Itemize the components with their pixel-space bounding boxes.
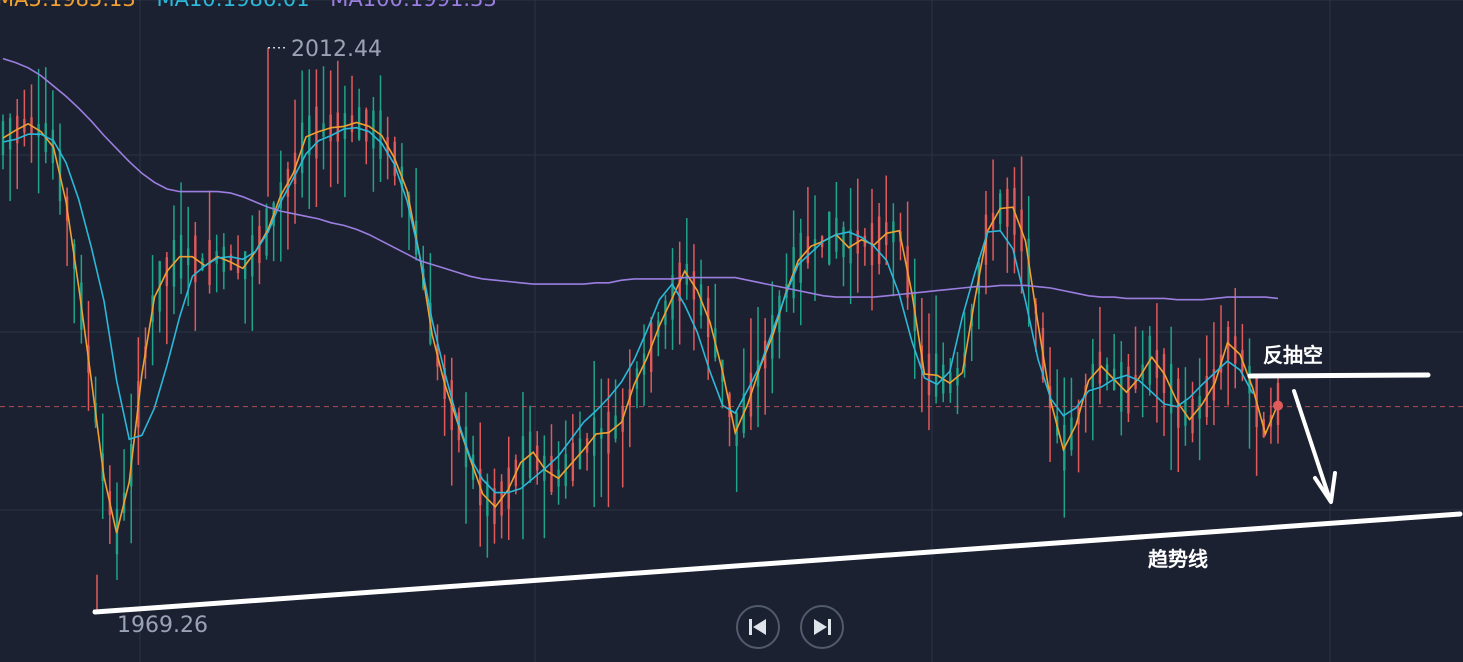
skip-next-icon (814, 619, 831, 635)
previous-button[interactable] (736, 605, 780, 649)
high-price-label: 2012.44 (291, 37, 382, 62)
current-price-dot (1273, 400, 1283, 411)
pullback-short-line (1247, 372, 1431, 379)
ma100-line (2, 57, 1279, 301)
ma5-legend: MA5:1985.13 (0, 0, 136, 11)
trendline-annotation: 趋势线 (1148, 547, 1208, 571)
ma-legend: MA5:1985.13 MA10:1986.01 MA100:1991.33 (0, 0, 511, 11)
skip-previous-icon (749, 619, 766, 635)
ma10-line (2, 126, 1254, 494)
trendline-stroke (92, 511, 1463, 615)
down-arrow-head (1313, 471, 1337, 504)
low-price-label: 1969.26 (117, 613, 208, 638)
candle-body (1, 121, 5, 156)
down-arrow-shaft (1292, 389, 1332, 502)
ma10-legend: MA10:1986.01 (156, 0, 309, 11)
pullback-short-annotation: 反抽空 (1263, 343, 1323, 367)
ma5-line (2, 121, 1279, 534)
next-button[interactable] (800, 605, 844, 649)
ma100-legend: MA100:1991.33 (330, 0, 496, 11)
